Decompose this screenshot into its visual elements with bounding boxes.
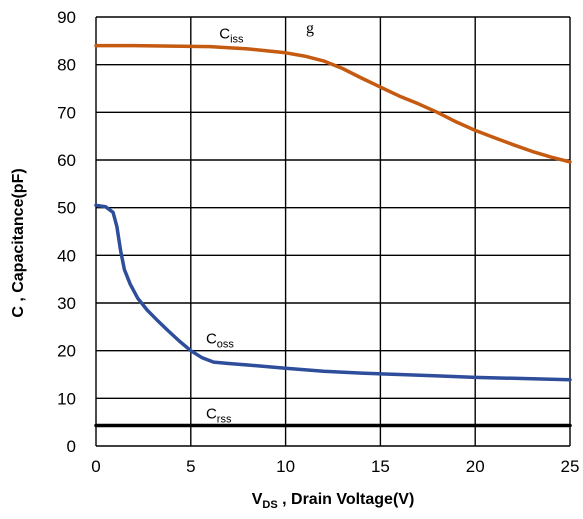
x-axis-title: VDS , Drain Voltage(V): [252, 491, 415, 511]
y-tick-label: 50: [57, 199, 76, 218]
y-tick-label: 20: [57, 342, 76, 361]
series-label-coss: Coss: [206, 331, 234, 351]
y-tick-label: 60: [57, 151, 76, 170]
y-axis-title: C , Capacitance(pF): [10, 168, 27, 317]
tick-labels: 0 5 10 15 20 25 0 10 20 30 40 50 60 70 80 90: [57, 8, 579, 476]
x-axis-title-rest: , Drain Voltage(V): [278, 491, 415, 508]
x-tick-label: 20: [466, 457, 485, 476]
x-tick-label: 25: [561, 457, 580, 476]
x-tick-label: 5: [186, 457, 195, 476]
series-line-coss: [94, 203, 572, 382]
y-tick-label: 0: [67, 437, 76, 456]
series-line-ciss: [94, 43, 572, 164]
x-axis-title-sub: DS: [262, 499, 277, 511]
series-label-crss: Crss: [206, 405, 232, 425]
series-label-ciss: Ciss: [219, 25, 244, 45]
y-tick-label: 80: [57, 56, 76, 75]
x-tick-label: 0: [91, 457, 100, 476]
x-axis-title-main: V: [252, 491, 263, 508]
x-tick-label: 15: [371, 457, 390, 476]
y-tick-label: 90: [57, 8, 76, 27]
y-tick-label: 40: [57, 246, 76, 265]
series-lines: [94, 43, 572, 428]
x-tick-label: 10: [276, 457, 295, 476]
grid: [95, 16, 571, 447]
y-tick-label: 70: [57, 103, 76, 122]
y-tick-label: 30: [57, 294, 76, 313]
y-tick-label: 10: [57, 389, 76, 408]
chart-title-fragment: g: [306, 20, 314, 37]
series-labels: Ciss Coss Crss: [206, 25, 244, 425]
